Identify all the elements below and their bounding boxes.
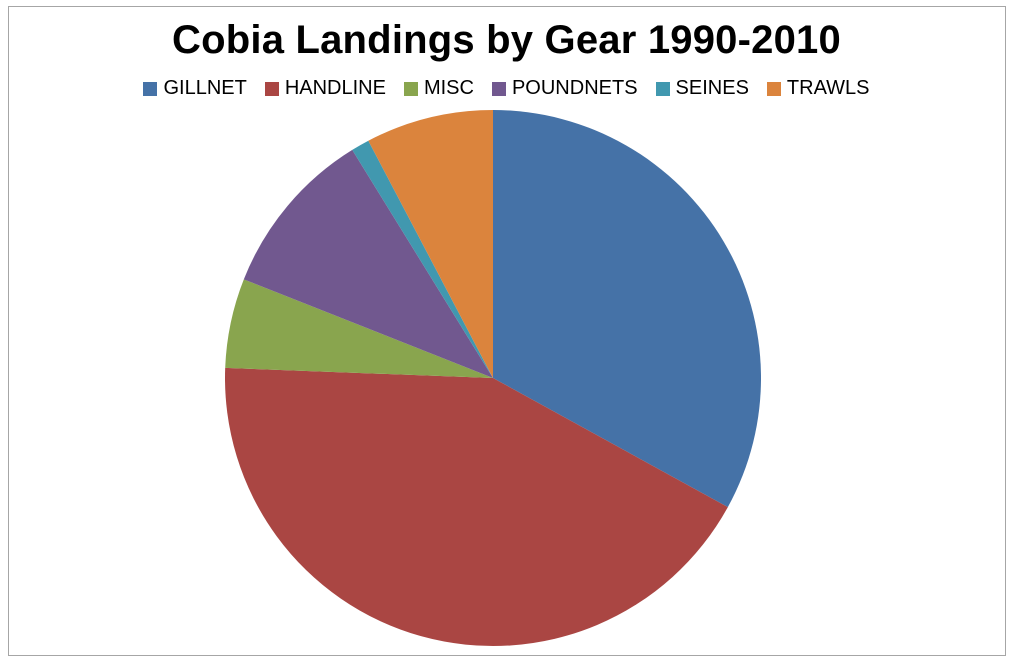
pie-slice-trawls (368, 110, 493, 378)
legend-swatch-seines (655, 81, 670, 96)
legend-swatch-trawls (766, 81, 781, 96)
legend-item-seines: SEINES (655, 77, 749, 100)
legend-label-trawls: TRAWLS (786, 77, 870, 99)
legend-swatch-misc (403, 81, 418, 96)
legend-swatch-poundnets (491, 81, 506, 96)
legend-swatch-gillnet (143, 81, 158, 96)
pie-slice-seines (352, 140, 493, 378)
legend-item-trawls: TRAWLS (766, 77, 870, 100)
legend-label-gillnet: GILLNET (163, 77, 247, 99)
pie-slice-misc (225, 279, 493, 378)
legend-label-misc: MISC (423, 77, 474, 99)
legend-label-handline: HANDLINE (284, 77, 386, 99)
pie-slice-gillnet (493, 110, 762, 508)
legend-item-gillnet: GILLNET (143, 77, 247, 100)
legend-item-handline: HANDLINE (264, 77, 386, 100)
chart-title: Cobia Landings by Gear 1990-2010 (172, 18, 841, 62)
legend-label-poundnets: POUNDNETS (511, 77, 638, 99)
chart-legend: GILLNET HANDLINE MISC POUNDNETS SEINES T… (0, 77, 1013, 100)
legend-item-poundnets: POUNDNETS (491, 77, 638, 100)
legend-label-seines: SEINES (675, 77, 749, 99)
pie-slice-handline (224, 367, 728, 647)
pie-slice-poundnets (243, 149, 493, 378)
legend-swatch-handline (264, 81, 279, 96)
legend-item-misc: MISC (403, 77, 474, 100)
